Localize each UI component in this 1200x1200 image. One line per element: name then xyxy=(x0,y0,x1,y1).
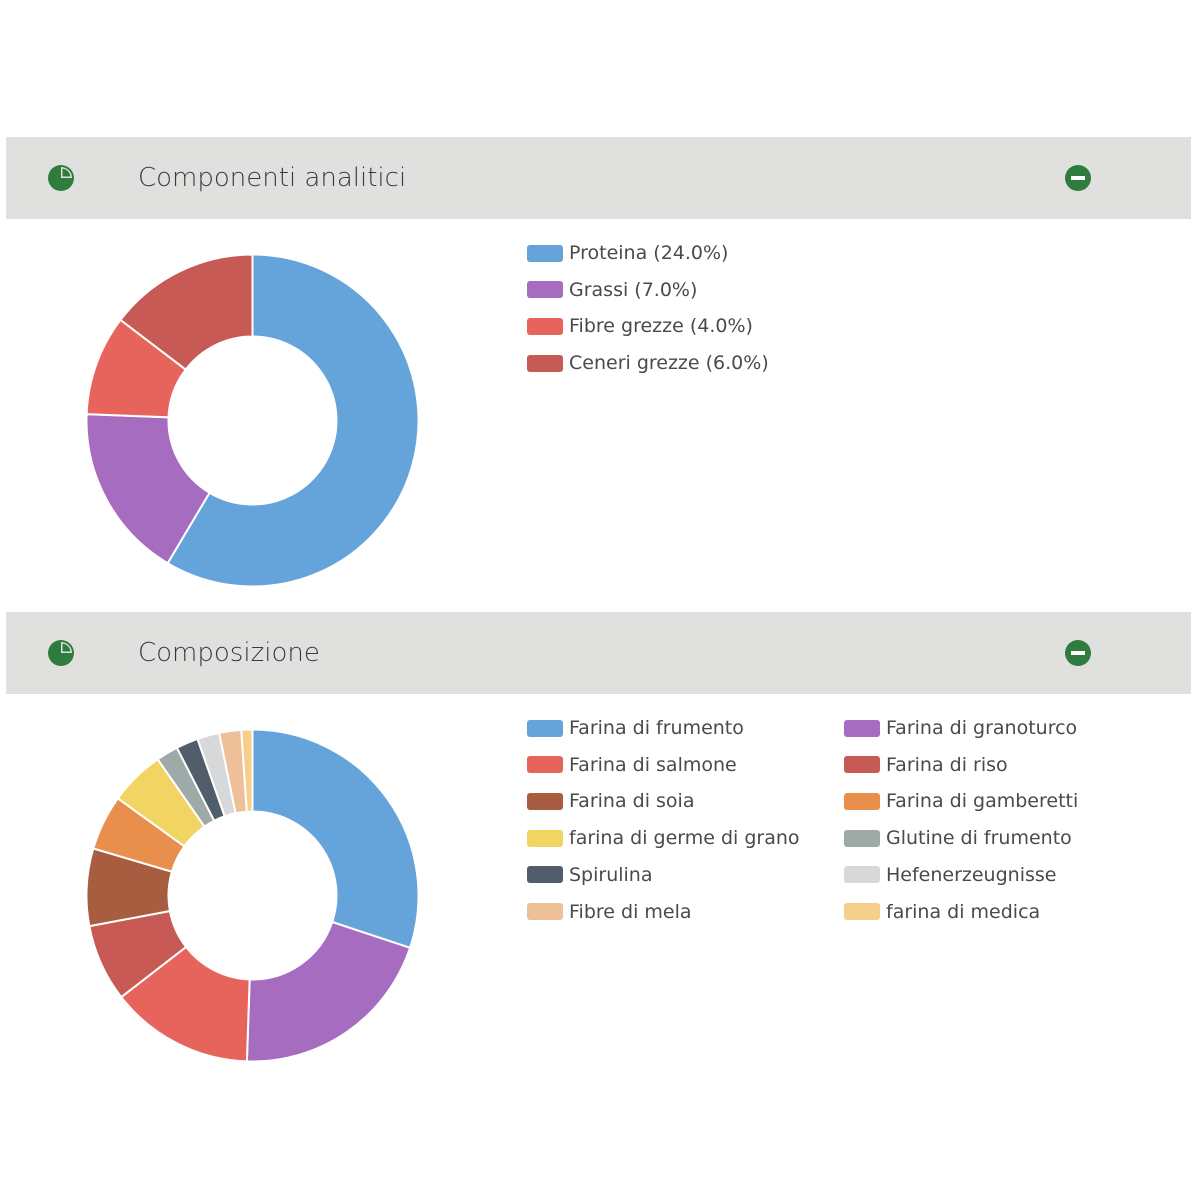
pie-chart-icon xyxy=(48,165,74,191)
minus-circle-icon[interactable] xyxy=(1064,164,1092,192)
legend-label: Glutine di frumento xyxy=(886,827,1072,850)
legend-item-1-10[interactable]: Fibre di mela xyxy=(527,900,692,924)
legend-label: Farina di riso xyxy=(886,753,1008,776)
legend-item-1-2[interactable]: Farina di salmone xyxy=(527,753,737,777)
legend-swatch xyxy=(527,719,563,737)
legend-label: Farina di granoturco xyxy=(886,717,1078,739)
legend-swatch xyxy=(527,792,563,810)
legend-item-1-7[interactable]: Glutine di frumento xyxy=(844,826,1072,850)
legend-item-1-8[interactable]: Spirulina xyxy=(527,863,653,887)
legend-swatch xyxy=(527,903,563,920)
legend-item-1-6[interactable]: farina di germe di grano xyxy=(527,826,800,850)
legend-label: Fibre grezze (4.0%) xyxy=(569,315,753,338)
legend-item-1-5[interactable]: Farina di gamberetti xyxy=(844,789,1078,813)
legend-composizione: Farina di frumento Farina di granoturco Fa… xyxy=(527,716,1187,956)
legend-label: Spirulina xyxy=(569,863,653,886)
legend-label: Hefenerzeugnisse xyxy=(886,863,1057,886)
legend-label: Farina di gamberetti xyxy=(886,790,1079,813)
legend-item-0-0[interactable]: Proteina (24.0%) xyxy=(527,241,728,265)
legend-swatch xyxy=(844,719,880,737)
donut-slice-1-11[interactable] xyxy=(240,728,254,813)
legend-swatch xyxy=(527,244,563,262)
legend-swatch xyxy=(844,792,880,810)
legend-item-1-0[interactable]: Farina di frumento xyxy=(527,716,744,740)
legend-label: farina di medica xyxy=(886,900,1041,923)
minus-circle-icon[interactable] xyxy=(1064,639,1092,667)
legend-item-1-11[interactable]: farina di medica xyxy=(844,900,1040,924)
donut-slice-0-1[interactable] xyxy=(85,413,211,565)
legend-item-0-2[interactable]: Fibre grezze (4.0%) xyxy=(527,314,753,338)
donut-chart-composizione xyxy=(85,728,420,1063)
legend-label: farina di germe di grano xyxy=(569,827,800,850)
legend-swatch xyxy=(844,829,880,847)
legend-swatch xyxy=(844,756,880,774)
legend-swatch xyxy=(844,866,880,884)
legend-label: Proteina (24.0%) xyxy=(569,242,729,264)
legend-item-0-1[interactable]: Grassi (7.0%) xyxy=(527,278,697,302)
legend-item-1-9[interactable]: Hefenerzeugnisse xyxy=(844,863,1056,887)
legend-swatch xyxy=(527,829,563,847)
donut-slice-1-1[interactable] xyxy=(245,920,412,1063)
legend-label: Ceneri grezze (6.0%) xyxy=(569,352,769,375)
legend-label: Farina di salmone xyxy=(569,753,737,776)
panel-title: Composizione xyxy=(138,638,320,668)
legend-componenti: Proteina (24.0%) Grassi (7.0%) Fibre grezz… xyxy=(527,241,1127,391)
legend-swatch xyxy=(527,756,563,774)
donut-slice-0-3[interactable] xyxy=(119,253,254,371)
panel-header-componenti: Componenti analitici xyxy=(6,137,1191,219)
legend-item-1-3[interactable]: Farina di riso xyxy=(844,753,1008,777)
panel-title: Componenti analitici xyxy=(138,163,407,193)
donut-chart-componenti xyxy=(85,253,420,588)
legend-label: Fibre di mela xyxy=(569,900,692,923)
legend-label: Farina di soia xyxy=(569,790,695,813)
legend-swatch xyxy=(527,317,563,335)
legend-swatch xyxy=(844,903,880,920)
legend-swatch xyxy=(527,354,563,372)
legend-swatch xyxy=(527,866,563,884)
legend-swatch xyxy=(527,281,563,299)
donut-slice-0-0[interactable] xyxy=(166,253,420,588)
donut-slice-1-0[interactable] xyxy=(251,728,420,950)
legend-label: Grassi (7.0%) xyxy=(569,278,698,301)
legend-item-1-1[interactable]: Farina di granoturco xyxy=(844,716,1077,740)
legend-item-1-4[interactable]: Farina di soia xyxy=(527,789,694,813)
pie-chart-icon xyxy=(48,640,74,666)
legend-item-0-3[interactable]: Ceneri grezze (6.0%) xyxy=(527,351,769,375)
panel-header-composizione: Composizione xyxy=(6,612,1191,694)
legend-label: Farina di frumento xyxy=(569,717,744,739)
